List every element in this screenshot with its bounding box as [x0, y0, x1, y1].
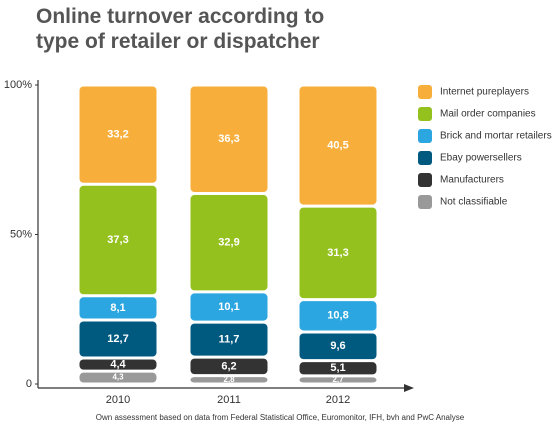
legend-label: Ebay powersellers [440, 153, 522, 164]
value-label: 2,8 [223, 375, 235, 384]
value-label: 32,9 [218, 237, 239, 249]
bar-segment [190, 86, 268, 193]
bar-segment [299, 86, 377, 205]
bar-segment [190, 293, 268, 321]
value-label: 37,3 [107, 234, 128, 246]
bar-segment [79, 86, 157, 183]
legend-label: Not classifiable [440, 197, 508, 208]
bar-segment [190, 358, 268, 375]
value-label: 11,7 [219, 334, 240, 346]
value-label: 36,3 [218, 133, 239, 145]
bar-segment [299, 207, 377, 299]
legend-swatch [418, 151, 432, 165]
value-label: 31,3 [327, 247, 348, 259]
bar-segment [79, 297, 157, 319]
legend-swatch [418, 107, 432, 121]
x-axis-arrow [404, 384, 414, 392]
bar-segment [79, 359, 157, 370]
value-label: 9,6 [330, 340, 345, 352]
footnote: Own assessment based on data from Federa… [96, 413, 465, 422]
bar-segment [79, 321, 157, 357]
legend-label: Manufacturers [440, 175, 504, 186]
legend-label: Brick and mortar retailers [440, 131, 552, 142]
value-label: 10,1 [218, 301, 239, 313]
legend-swatch [418, 85, 432, 99]
y-tick-label: 0 [26, 378, 32, 390]
value-label: 4,4 [110, 358, 126, 370]
bar-segment [190, 377, 268, 383]
value-label: 5,1 [330, 362, 345, 374]
value-label: 6,2 [221, 360, 236, 372]
y-tick-label: 100% [4, 79, 32, 91]
value-label: 12,7 [107, 333, 128, 345]
value-label: 33,2 [107, 129, 128, 141]
bar-segment [190, 323, 268, 356]
chart-title: Online turnover according to type of ret… [36, 5, 325, 53]
x-tick-label: 2010 [106, 394, 130, 406]
legend-swatch [418, 129, 432, 143]
bar-segment [79, 372, 157, 383]
value-label: 2,7 [332, 375, 344, 384]
legend-label: Mail order companies [440, 109, 536, 120]
bar-segment [299, 377, 377, 383]
bar-segment [299, 362, 377, 375]
bar-segment [299, 301, 377, 331]
bar-segment [79, 185, 157, 295]
y-tick-label: 50% [10, 228, 32, 240]
bar-segment [190, 195, 268, 291]
bar-segment [299, 333, 377, 360]
x-tick-label: 2011 [217, 394, 241, 406]
value-label: 10,8 [327, 310, 348, 322]
legend-swatch [418, 173, 432, 187]
legend-label: Internet pureplayers [440, 87, 529, 98]
value-label: 40,5 [327, 139, 348, 151]
value-label: 4,3 [112, 373, 124, 382]
x-tick-label: 2012 [326, 394, 350, 406]
value-label: 8,1 [110, 302, 125, 314]
legend-swatch [418, 195, 432, 209]
